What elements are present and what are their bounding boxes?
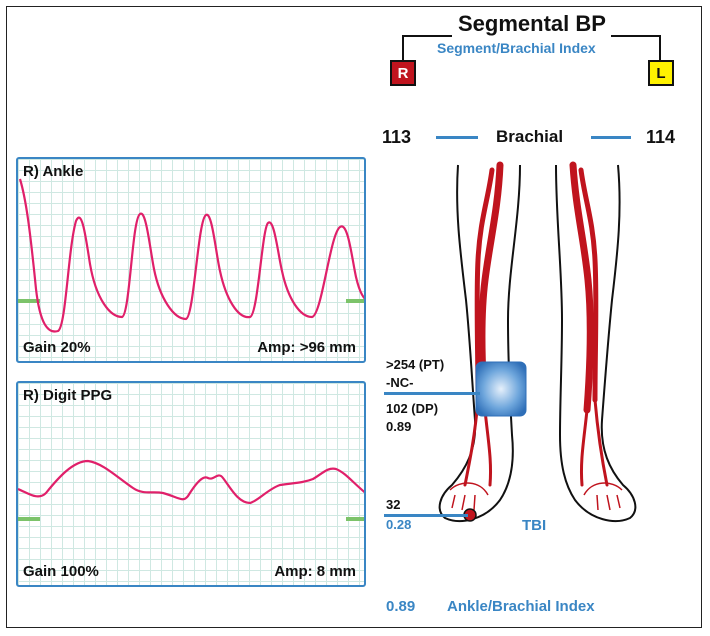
digit-ppg-plot bbox=[18, 459, 364, 521]
tbi-label: TBI bbox=[522, 517, 547, 534]
right-brachial-value: 113 bbox=[382, 127, 412, 147]
ppg-waveform-line bbox=[18, 459, 364, 505]
right-leg-artery-branch bbox=[474, 167, 495, 403]
dp-pressure: 102 (DP) bbox=[386, 401, 439, 416]
toe-pressure: 32 bbox=[386, 497, 401, 512]
cuff-pointer-line bbox=[384, 392, 480, 395]
ankle-panel-label: R) Ankle bbox=[23, 163, 84, 180]
left-leg-artery-branch bbox=[578, 167, 599, 403]
right-side-badge: R bbox=[390, 60, 416, 86]
left-side-badge: L bbox=[648, 60, 674, 86]
ankle-amp: Amp: >96 mm bbox=[257, 339, 356, 356]
left-foot-arch bbox=[583, 482, 623, 511]
rl-bracket bbox=[402, 35, 661, 60]
brachial-right-dash bbox=[591, 136, 631, 139]
brachial-label: Brachial bbox=[496, 127, 564, 146]
nc-label: -NC- bbox=[386, 375, 414, 390]
toe-pointer-line bbox=[384, 514, 468, 517]
ankle-waveform-panel: R) Ankle Gain 20% Amp: >96 mm bbox=[16, 157, 366, 363]
ppg-panel-label: R) Digit PPG bbox=[23, 387, 113, 404]
ppg-amp: Amp: 8 mm bbox=[274, 563, 356, 580]
ankle-cuff bbox=[475, 361, 527, 417]
ppg-gain: Gain 100% bbox=[23, 563, 99, 580]
digit-ppg-panel: R) Digit PPG Gain 100% Amp: 8 mm bbox=[16, 381, 366, 587]
segment-index: 0.89 bbox=[386, 419, 412, 434]
abi-value: 0.89 bbox=[386, 598, 416, 615]
page-title: Segmental BP bbox=[458, 11, 606, 36]
tbi-value: 0.28 bbox=[386, 517, 412, 532]
right-foot-arch bbox=[449, 482, 489, 511]
ankle-gain: Gain 20% bbox=[23, 339, 91, 356]
legs-illustration bbox=[438, 161, 637, 522]
abi-label: Ankle/Brachial Index bbox=[447, 598, 595, 615]
left-leg-artery-main bbox=[569, 161, 594, 414]
left-leg-artery-lower bbox=[579, 398, 609, 487]
ankle-waveform-plot bbox=[18, 178, 364, 333]
pt-pressure: >254 (PT) bbox=[386, 357, 445, 372]
brachial-left-dash bbox=[436, 136, 478, 139]
left-brachial-value: 114 bbox=[646, 127, 676, 147]
ankle-waveform-line bbox=[18, 178, 364, 333]
page-subtitle: Segment/Brachial Index bbox=[437, 40, 596, 56]
